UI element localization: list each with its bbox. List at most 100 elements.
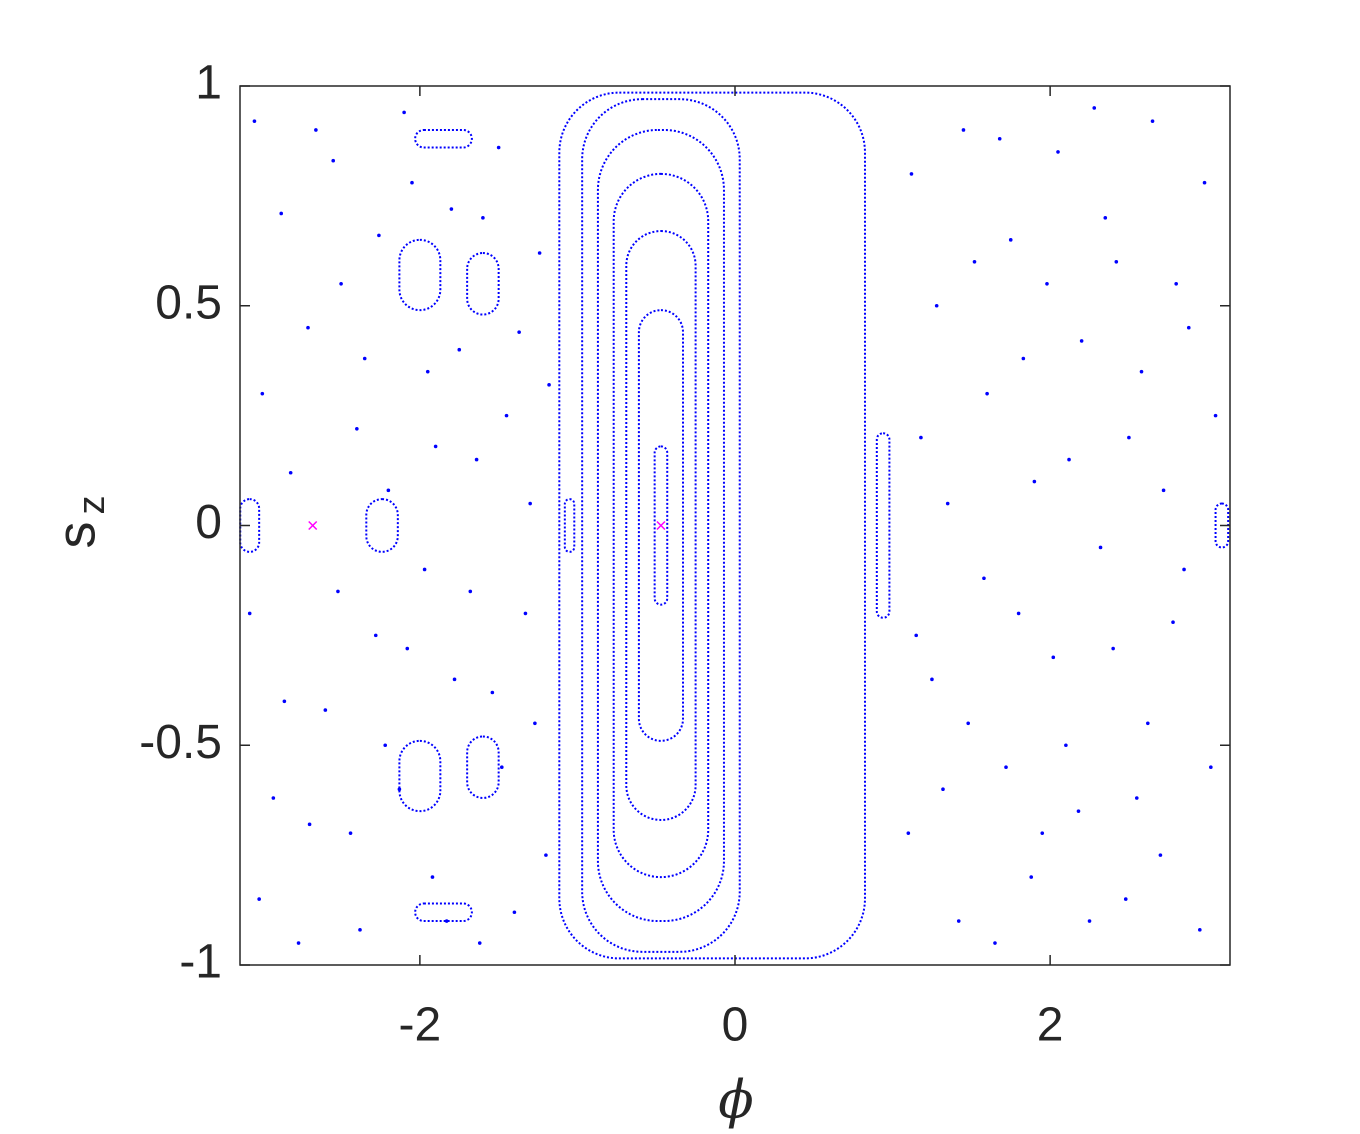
point bbox=[941, 787, 945, 791]
orbit bbox=[466, 735, 500, 799]
point bbox=[1174, 281, 1178, 286]
point bbox=[1021, 356, 1026, 361]
point bbox=[533, 721, 537, 726]
orbit bbox=[365, 498, 399, 553]
point bbox=[402, 110, 406, 115]
point bbox=[1016, 611, 1021, 616]
point bbox=[1029, 875, 1034, 879]
point bbox=[1114, 260, 1119, 264]
point bbox=[1158, 853, 1163, 857]
point bbox=[504, 413, 509, 418]
point bbox=[1067, 457, 1071, 462]
point bbox=[331, 158, 336, 163]
point bbox=[296, 941, 301, 945]
point bbox=[1008, 238, 1013, 242]
orbit bbox=[875, 432, 891, 619]
point bbox=[1064, 743, 1068, 748]
point bbox=[1150, 119, 1155, 123]
point bbox=[1056, 150, 1060, 154]
point bbox=[307, 822, 312, 827]
point bbox=[945, 501, 950, 506]
point bbox=[1161, 488, 1166, 493]
point bbox=[1051, 655, 1056, 660]
point bbox=[477, 941, 482, 945]
point bbox=[474, 457, 479, 462]
orbit bbox=[239, 498, 261, 553]
point bbox=[430, 875, 435, 879]
point bbox=[481, 216, 485, 220]
point bbox=[934, 303, 939, 308]
point bbox=[282, 699, 287, 704]
point bbox=[1004, 765, 1008, 770]
point bbox=[1182, 567, 1186, 572]
point bbox=[919, 435, 923, 440]
point bbox=[1134, 796, 1139, 800]
point bbox=[1202, 180, 1207, 185]
point bbox=[1209, 765, 1213, 770]
point bbox=[1087, 919, 1092, 923]
point bbox=[547, 383, 551, 387]
point bbox=[288, 470, 293, 475]
point bbox=[1040, 831, 1045, 835]
point bbox=[425, 369, 430, 374]
point bbox=[383, 743, 388, 748]
point bbox=[906, 831, 911, 835]
point bbox=[985, 391, 989, 396]
fixed-point-stroke bbox=[656, 520, 666, 531]
point bbox=[1032, 479, 1037, 484]
fixed-point bbox=[308, 520, 318, 531]
point bbox=[961, 128, 966, 132]
y-tick-label: 1 bbox=[195, 57, 222, 110]
point bbox=[1123, 897, 1128, 901]
point bbox=[1186, 325, 1191, 330]
orbit bbox=[563, 498, 576, 553]
y-tick-label: -0.5 bbox=[139, 716, 222, 769]
point bbox=[373, 633, 378, 638]
point bbox=[523, 611, 528, 616]
y-tick-label: 0 bbox=[195, 496, 222, 549]
point bbox=[314, 128, 318, 132]
point bbox=[323, 708, 328, 712]
y-axis-label-subscript: z bbox=[71, 496, 113, 515]
point bbox=[457, 347, 462, 352]
fixed-point bbox=[656, 520, 666, 531]
point bbox=[355, 427, 359, 431]
orbit bbox=[581, 98, 741, 953]
point bbox=[452, 677, 457, 682]
point bbox=[1139, 369, 1144, 374]
plot-area bbox=[239, 91, 1230, 960]
orbit bbox=[612, 172, 710, 879]
point bbox=[348, 831, 353, 835]
point bbox=[1127, 435, 1131, 440]
point bbox=[410, 180, 414, 185]
orbit bbox=[637, 309, 685, 742]
point bbox=[260, 391, 265, 396]
point bbox=[490, 690, 495, 695]
point bbox=[377, 233, 381, 238]
point bbox=[528, 501, 532, 506]
point bbox=[386, 488, 391, 493]
orbit bbox=[466, 252, 500, 316]
point bbox=[1213, 413, 1218, 418]
axes-box bbox=[239, 85, 1231, 966]
point bbox=[982, 576, 986, 581]
point bbox=[433, 444, 438, 449]
point bbox=[537, 251, 542, 255]
point bbox=[257, 897, 261, 901]
point bbox=[512, 910, 517, 915]
fixed-point-stroke bbox=[308, 520, 318, 531]
orbit bbox=[414, 902, 473, 923]
point bbox=[362, 356, 367, 361]
orbit bbox=[596, 128, 725, 923]
point bbox=[1079, 339, 1084, 343]
orbit bbox=[653, 445, 669, 606]
x-tick-label: 0 bbox=[722, 999, 749, 1052]
point bbox=[468, 589, 473, 594]
point bbox=[997, 136, 1002, 141]
point bbox=[993, 941, 997, 945]
point bbox=[930, 677, 934, 682]
orbit bbox=[558, 91, 866, 960]
point bbox=[252, 119, 257, 123]
point bbox=[405, 646, 410, 651]
